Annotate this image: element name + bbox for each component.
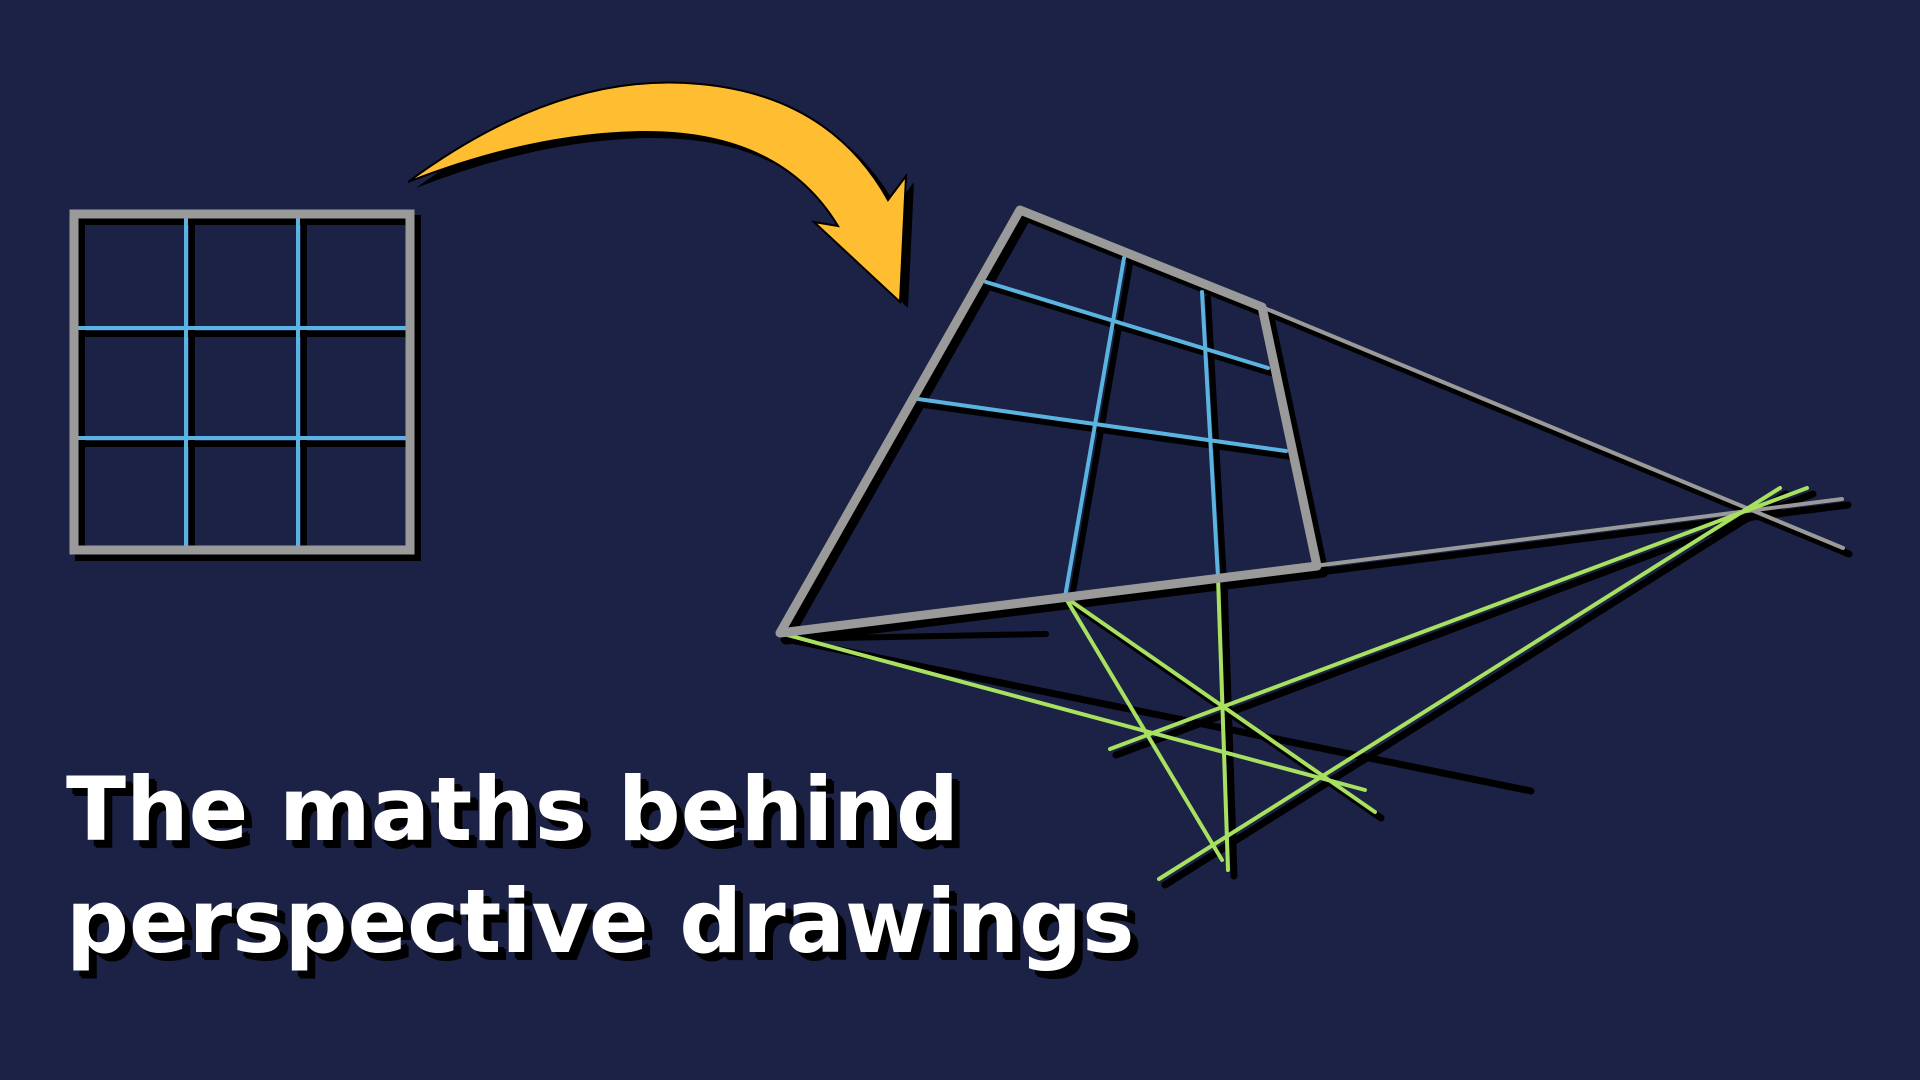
construction-line: [778, 631, 1367, 792]
perspective-grid-frame: [775, 205, 1322, 638]
perspective-grid-inner-lines: [916, 256, 1288, 599]
square-grid-frame: [69, 209, 415, 555]
vanishing-line-bottom: [1312, 497, 1844, 568]
page-title: The maths behind perspective drawings: [66, 754, 1134, 978]
construction-line: [1108, 486, 1809, 751]
square-grid-shadow: [75, 215, 421, 561]
title-line-2: perspective drawings: [66, 870, 1135, 973]
square-grid: [69, 209, 421, 561]
construction-line: [1157, 486, 1782, 881]
title-line-1: The maths behind: [66, 758, 959, 861]
construction-lines: [778, 486, 1809, 881]
square-grid-inner-lines: [76, 218, 408, 546]
curved-arrow-icon: [407, 81, 914, 308]
construction-line: [1216, 575, 1230, 872]
construction-line: [1063, 595, 1224, 862]
perspective-grid: [775, 205, 1853, 889]
